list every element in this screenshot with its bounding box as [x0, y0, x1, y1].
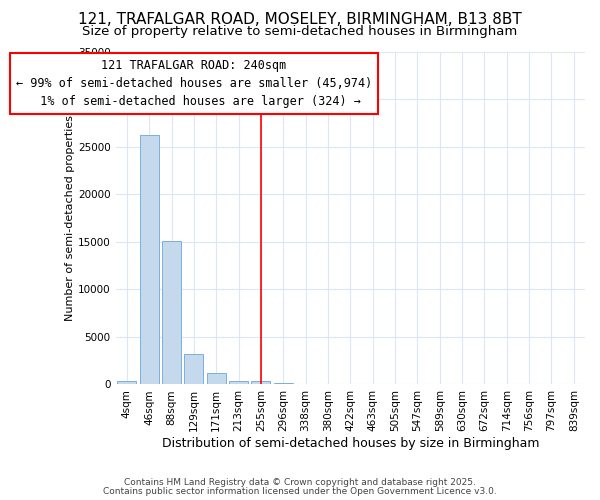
Bar [118, 380, 136, 384]
Text: Contains HM Land Registry data © Crown copyright and database right 2025.: Contains HM Land Registry data © Crown c… [124, 478, 476, 487]
Bar [274, 382, 293, 384]
X-axis label: Distribution of semi-detached houses by size in Birmingham: Distribution of semi-detached houses by … [161, 437, 539, 450]
Text: Size of property relative to semi-detached houses in Birmingham: Size of property relative to semi-detach… [82, 25, 518, 38]
Y-axis label: Number of semi-detached properties: Number of semi-detached properties [65, 115, 75, 321]
Bar [229, 380, 248, 384]
Text: Contains public sector information licensed under the Open Government Licence v3: Contains public sector information licen… [103, 487, 497, 496]
Bar [140, 135, 158, 384]
Bar [184, 354, 203, 384]
Text: 121, TRAFALGAR ROAD, MOSELEY, BIRMINGHAM, B13 8BT: 121, TRAFALGAR ROAD, MOSELEY, BIRMINGHAM… [78, 12, 522, 28]
Bar [207, 373, 226, 384]
Bar [251, 380, 271, 384]
Text: 121 TRAFALGAR ROAD: 240sqm
← 99% of semi-detached houses are smaller (45,974)
  : 121 TRAFALGAR ROAD: 240sqm ← 99% of semi… [16, 59, 372, 108]
Bar [162, 241, 181, 384]
